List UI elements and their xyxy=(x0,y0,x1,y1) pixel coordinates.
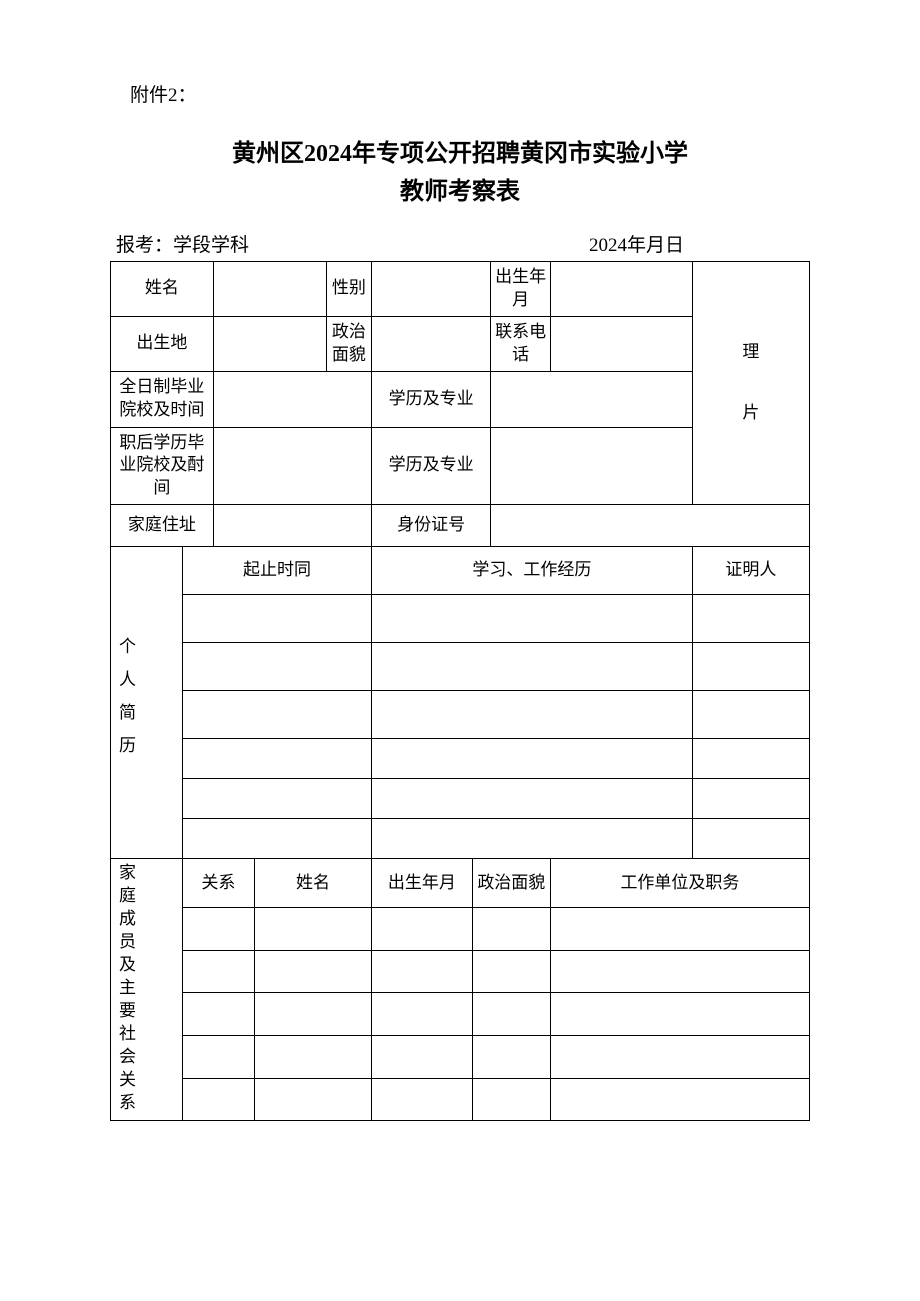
field-edu-major-1 xyxy=(491,371,692,427)
fam-rel-2 xyxy=(182,950,254,993)
fam-work-1 xyxy=(550,908,809,951)
photo-cell: 理 片 xyxy=(692,261,809,505)
resume-witness-3 xyxy=(692,691,809,739)
label-edu-major-2: 学历及专业 xyxy=(372,427,491,505)
subheader-right: 2024年月日 xyxy=(589,230,684,257)
field-edu-major-2 xyxy=(491,427,692,505)
resume-exp-5 xyxy=(372,779,693,819)
label-relation: 关系 xyxy=(182,859,254,908)
resume-exp-6 xyxy=(372,819,693,859)
fam-pol-4 xyxy=(472,1036,550,1079)
label-id-no: 身份证号 xyxy=(372,505,491,547)
fam-birth-4 xyxy=(372,1036,473,1079)
fam-name-5 xyxy=(254,1078,371,1121)
resume-period-3 xyxy=(182,691,371,739)
fam-rel-5 xyxy=(182,1078,254,1121)
title-line-1: 黄州区2024年专项公开招聘黄冈市实验小学 xyxy=(110,135,810,173)
fam-birth-2 xyxy=(372,950,473,993)
field-birthplace xyxy=(213,316,326,371)
photo-bottom: 片 xyxy=(695,402,807,425)
resume-period-2 xyxy=(182,643,371,691)
fam-name-4 xyxy=(254,1036,371,1079)
label-period: 起止时同 xyxy=(182,547,371,595)
label-fam-name: 姓名 xyxy=(254,859,371,908)
fam-work-5 xyxy=(550,1078,809,1121)
subheader-left: 报考：学段学科 xyxy=(116,230,249,257)
field-name xyxy=(213,261,326,316)
fam-pol-1 xyxy=(472,908,550,951)
fam-birth-5 xyxy=(372,1078,473,1121)
label-resume-side: 个人简历 xyxy=(111,547,183,859)
resume-witness-4 xyxy=(692,739,809,779)
label-birthplace: 出生地 xyxy=(111,316,214,371)
label-gender: 性别 xyxy=(326,261,371,316)
resume-witness-5 xyxy=(692,779,809,819)
label-witness: 证明人 xyxy=(692,547,809,595)
fam-name-1 xyxy=(254,908,371,951)
label-home-addr: 家庭住址 xyxy=(111,505,214,547)
field-fulltime-school xyxy=(213,371,371,427)
title-line-2: 教师考察表 xyxy=(110,173,810,211)
resume-period-6 xyxy=(182,819,371,859)
field-birth xyxy=(550,261,692,316)
fam-pol-2 xyxy=(472,950,550,993)
field-home-addr xyxy=(213,505,371,547)
field-political xyxy=(372,316,491,371)
fam-work-4 xyxy=(550,1036,809,1079)
label-fulltime-school: 全日制毕业院校及时间 xyxy=(111,371,214,427)
fam-rel-3 xyxy=(182,993,254,1036)
fam-rel-4 xyxy=(182,1036,254,1079)
fam-pol-5 xyxy=(472,1078,550,1121)
resume-witness-6 xyxy=(692,819,809,859)
label-family-side: 家庭成员及主要社会关系 xyxy=(111,859,183,1121)
resume-exp-3 xyxy=(372,691,693,739)
fam-pol-3 xyxy=(472,993,550,1036)
resume-exp-1 xyxy=(372,595,693,643)
label-experience: 学习、工作经历 xyxy=(372,547,693,595)
resume-period-5 xyxy=(182,779,371,819)
resume-witness-1 xyxy=(692,595,809,643)
label-fam-political: 政治面貌 xyxy=(472,859,550,908)
attachment-label: 附件2： xyxy=(130,80,810,107)
resume-exp-4 xyxy=(372,739,693,779)
resume-period-1 xyxy=(182,595,371,643)
field-post-school xyxy=(213,427,371,505)
subheader: 报考：学段学科 2024年月日 xyxy=(110,230,810,257)
fam-birth-3 xyxy=(372,993,473,1036)
label-birth: 出生年月 xyxy=(491,261,551,316)
page: 附件2： 黄州区2024年专项公开招聘黄冈市实验小学 教师考察表 报考：学段学科… xyxy=(0,0,920,1301)
fam-work-3 xyxy=(550,993,809,1036)
resume-witness-2 xyxy=(692,643,809,691)
fam-birth-1 xyxy=(372,908,473,951)
label-political: 政治面貌 xyxy=(326,316,371,371)
label-post-school: 职后学历毕业院校及酎间 xyxy=(111,427,214,505)
field-id-no xyxy=(491,505,810,547)
label-edu-major-1: 学历及专业 xyxy=(372,371,491,427)
form-table: 姓名 性别 出生年月 理 片 出生地 政治面貌 联系电话 全日制毕业院校及时间 … xyxy=(110,261,810,1122)
photo-top: 理 xyxy=(695,341,807,364)
label-name: 姓名 xyxy=(111,261,214,316)
fam-name-2 xyxy=(254,950,371,993)
field-phone xyxy=(550,316,692,371)
field-gender xyxy=(372,261,491,316)
fam-name-3 xyxy=(254,993,371,1036)
resume-exp-2 xyxy=(372,643,693,691)
fam-rel-1 xyxy=(182,908,254,951)
label-fam-work: 工作单位及职务 xyxy=(550,859,809,908)
label-phone: 联系电话 xyxy=(491,316,551,371)
resume-period-4 xyxy=(182,739,371,779)
fam-work-2 xyxy=(550,950,809,993)
label-fam-birth: 出生年月 xyxy=(372,859,473,908)
